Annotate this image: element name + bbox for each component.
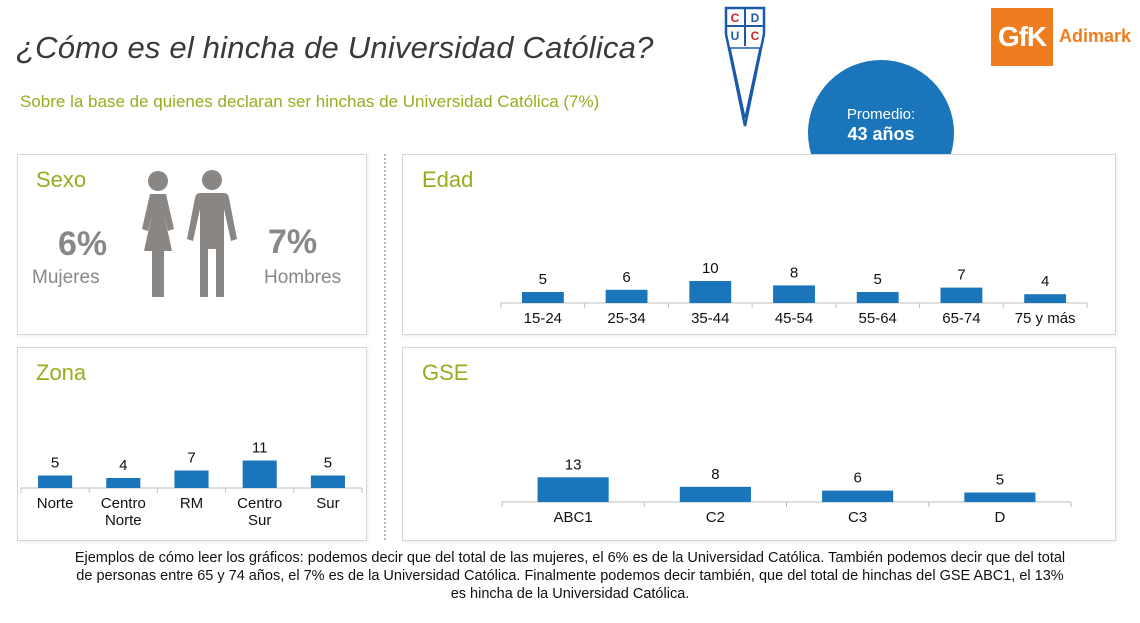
data-label: 5 xyxy=(539,271,547,288)
svg-text:C: C xyxy=(751,29,760,43)
tick-label: Sur xyxy=(316,495,339,512)
tick-label: Norte xyxy=(105,512,142,529)
tick-label: 65-74 xyxy=(942,310,980,327)
data-label: 8 xyxy=(711,466,719,483)
bar xyxy=(38,475,73,488)
tick-label: 35-44 xyxy=(691,310,729,327)
panel-edad: Edad 5 15-24 6 25-34 10 35-44 8 45-54 5 55-64 7 65-… xyxy=(402,154,1116,335)
bar xyxy=(605,289,648,303)
bar xyxy=(1024,294,1067,303)
tick-label: Centro xyxy=(237,495,282,512)
tick-label: 55-64 xyxy=(859,310,897,327)
bar xyxy=(856,292,899,303)
svg-text:C: C xyxy=(731,11,740,25)
tick-label: C2 xyxy=(706,509,725,526)
bar xyxy=(106,478,141,488)
brand-logo: GfK Adimark xyxy=(991,8,1136,66)
club-crest-icon: C D U C xyxy=(724,6,766,127)
women-label: Mujeres xyxy=(32,267,100,288)
bar xyxy=(964,492,1036,502)
bar xyxy=(242,460,277,488)
bar xyxy=(174,470,209,488)
data-label: 10 xyxy=(702,260,719,277)
svg-text:D: D xyxy=(751,11,760,25)
average-label: Promedio: xyxy=(846,106,916,123)
data-label: 8 xyxy=(790,264,798,281)
brand-mark: GfK xyxy=(991,8,1053,66)
bar xyxy=(679,486,751,502)
data-label: 5 xyxy=(51,455,59,472)
bar xyxy=(521,292,564,303)
data-label: 7 xyxy=(187,450,195,467)
tick-label: ABC1 xyxy=(554,509,593,526)
bar xyxy=(773,285,815,303)
data-label: 6 xyxy=(622,269,630,286)
panel-divider xyxy=(384,154,386,540)
data-label: 7 xyxy=(957,267,965,284)
panel-title-zona: Zona xyxy=(36,360,87,385)
panel-zona: Zona 5 Norte 4 Centro Norte 7 RM 11 Centro Sur 5 Su… xyxy=(17,347,367,541)
bar xyxy=(689,281,732,303)
tick-label: 75 y más xyxy=(1015,310,1076,327)
panel-title-edad: Edad xyxy=(422,167,474,192)
tick-label: 15-24 xyxy=(524,310,562,327)
people-icon xyxy=(142,170,237,297)
average-value: 43 años xyxy=(847,124,915,144)
data-label: 4 xyxy=(1041,273,1049,290)
data-label: 5 xyxy=(996,472,1004,489)
bar xyxy=(940,287,983,303)
panel-gse: GSE 13 ABC1 8 C2 6 C3 5 D xyxy=(402,347,1116,541)
bar xyxy=(310,475,345,488)
men-percentage: 7% xyxy=(268,223,318,261)
bar xyxy=(537,477,609,502)
men-label: Hombres xyxy=(264,267,342,288)
tick-label: 45-54 xyxy=(775,310,813,327)
data-label: 5 xyxy=(324,455,332,472)
tick-label: 25-34 xyxy=(607,310,645,327)
chart-edad: 5 15-24 6 25-34 10 35-44 8 45-54 5 55-64 7 65-74 4 75… xyxy=(500,260,1088,327)
tick-label: D xyxy=(994,509,1005,526)
chart-gse: 13 ABC1 8 C2 6 C3 5 D xyxy=(501,456,1072,526)
svg-text:U: U xyxy=(731,29,740,43)
tick-label: Norte xyxy=(37,495,74,512)
data-label: 13 xyxy=(565,456,582,473)
women-percentage: 6% xyxy=(58,225,108,263)
data-label: 6 xyxy=(853,470,861,487)
reading-instructions: Ejemplos de cómo leer los gráficos: pode… xyxy=(0,549,1140,603)
tick-label: C3 xyxy=(848,509,867,526)
bar xyxy=(822,490,894,502)
panel-sexo: Sexo 6% Mujeres 7% Hombres xyxy=(17,154,367,335)
footer-line: Ejemplos de cómo leer los gráficos: pode… xyxy=(74,550,1066,566)
data-label: 11 xyxy=(252,440,268,457)
panel-title-gse: GSE xyxy=(422,360,469,385)
tick-label: Centro xyxy=(101,495,146,512)
tick-label: Sur xyxy=(248,512,271,529)
data-label: 5 xyxy=(874,271,882,288)
page-title: ¿Cómo es el hincha de Universidad Católi… xyxy=(16,30,654,65)
data-label: 4 xyxy=(119,457,127,474)
tick-label: RM xyxy=(180,495,203,512)
footer-line: de personas entre 65 y 74 años, el 7% es… xyxy=(76,568,1064,584)
footer-line: es hincha de la Universidad Católica. xyxy=(450,586,690,602)
panel-title-sexo: Sexo xyxy=(36,167,87,192)
brand-name: Adimark xyxy=(1059,26,1132,46)
page-subtitle: Sobre la base de quienes declaran ser hi… xyxy=(20,92,600,111)
